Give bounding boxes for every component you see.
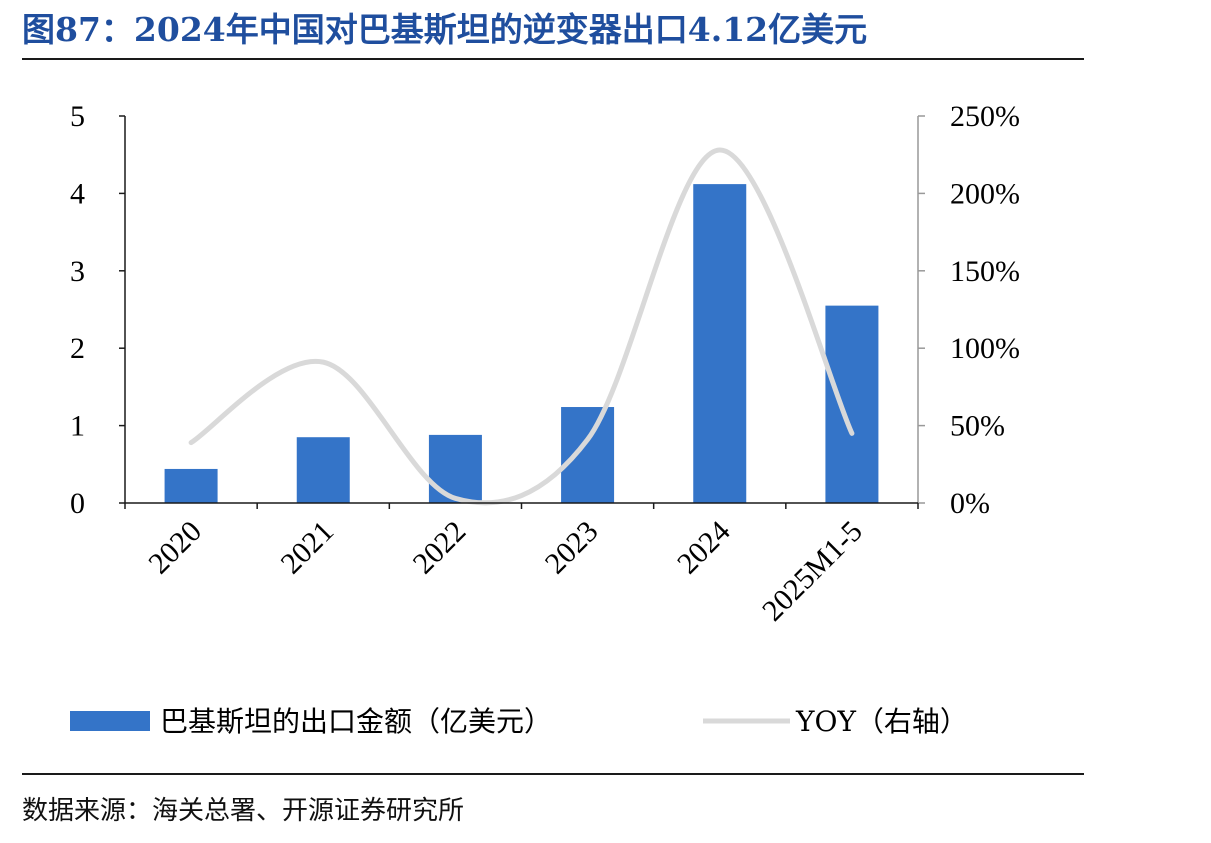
left-tick-label: 2 bbox=[70, 332, 85, 365]
right-tick-label: 100% bbox=[950, 332, 1020, 365]
legend: 巴基斯坦的出口金额（亿美元） YOY（右轴） bbox=[70, 705, 968, 738]
left-tick-label: 1 bbox=[70, 410, 85, 443]
right-tick-label: 50% bbox=[950, 410, 1005, 443]
source-divider bbox=[22, 773, 1084, 775]
chart-title: 图87：2024年中国对巴基斯坦的逆变器出口4.12亿美元 bbox=[22, 10, 868, 49]
bar-2023 bbox=[561, 407, 615, 503]
bar-2022 bbox=[428, 434, 482, 503]
legend-bar-swatch bbox=[70, 711, 150, 731]
bar-2021 bbox=[296, 437, 350, 503]
right-axis-ticks: 0% 50% 100% 150% 200% 250% bbox=[918, 100, 1020, 520]
x-tick-label: 2020 bbox=[142, 515, 208, 581]
right-tick-label: 250% bbox=[950, 100, 1020, 133]
axes bbox=[124, 116, 919, 504]
x-tick-label: 2023 bbox=[539, 515, 605, 581]
yoy-series bbox=[188, 147, 855, 506]
left-tick-label: 0 bbox=[70, 487, 85, 520]
legend-line-label: YOY（右轴） bbox=[795, 705, 968, 738]
bar-2024 bbox=[693, 184, 747, 503]
left-tick-label: 5 bbox=[70, 100, 85, 133]
right-tick-label: 0% bbox=[950, 487, 990, 520]
source-note: 数据来源：海关总署、开源证券研究所 bbox=[22, 796, 465, 826]
bar-series bbox=[164, 184, 879, 503]
x-tick-label: 2025M1-5 bbox=[756, 515, 869, 628]
right-tick-label: 200% bbox=[950, 177, 1020, 210]
x-tick-label: 2021 bbox=[274, 515, 340, 581]
x-tick-label: 2024 bbox=[671, 515, 737, 581]
x-tick-label: 2022 bbox=[407, 515, 473, 581]
bar-2020 bbox=[164, 468, 218, 503]
right-tick-label: 150% bbox=[950, 255, 1020, 288]
left-tick-label: 4 bbox=[70, 177, 85, 210]
x-axis-ticks: 2020 2021 2022 2023 2024 2025M1-5 bbox=[124, 503, 919, 628]
left-axis-ticks: 0 1 2 3 4 5 bbox=[70, 100, 125, 520]
legend-bar-label: 巴基斯坦的出口金额（亿美元） bbox=[160, 705, 552, 738]
left-tick-label: 3 bbox=[70, 255, 85, 288]
yoy-line bbox=[188, 147, 855, 506]
title-divider bbox=[22, 58, 1084, 60]
bar-2025M1-5 bbox=[825, 305, 879, 503]
